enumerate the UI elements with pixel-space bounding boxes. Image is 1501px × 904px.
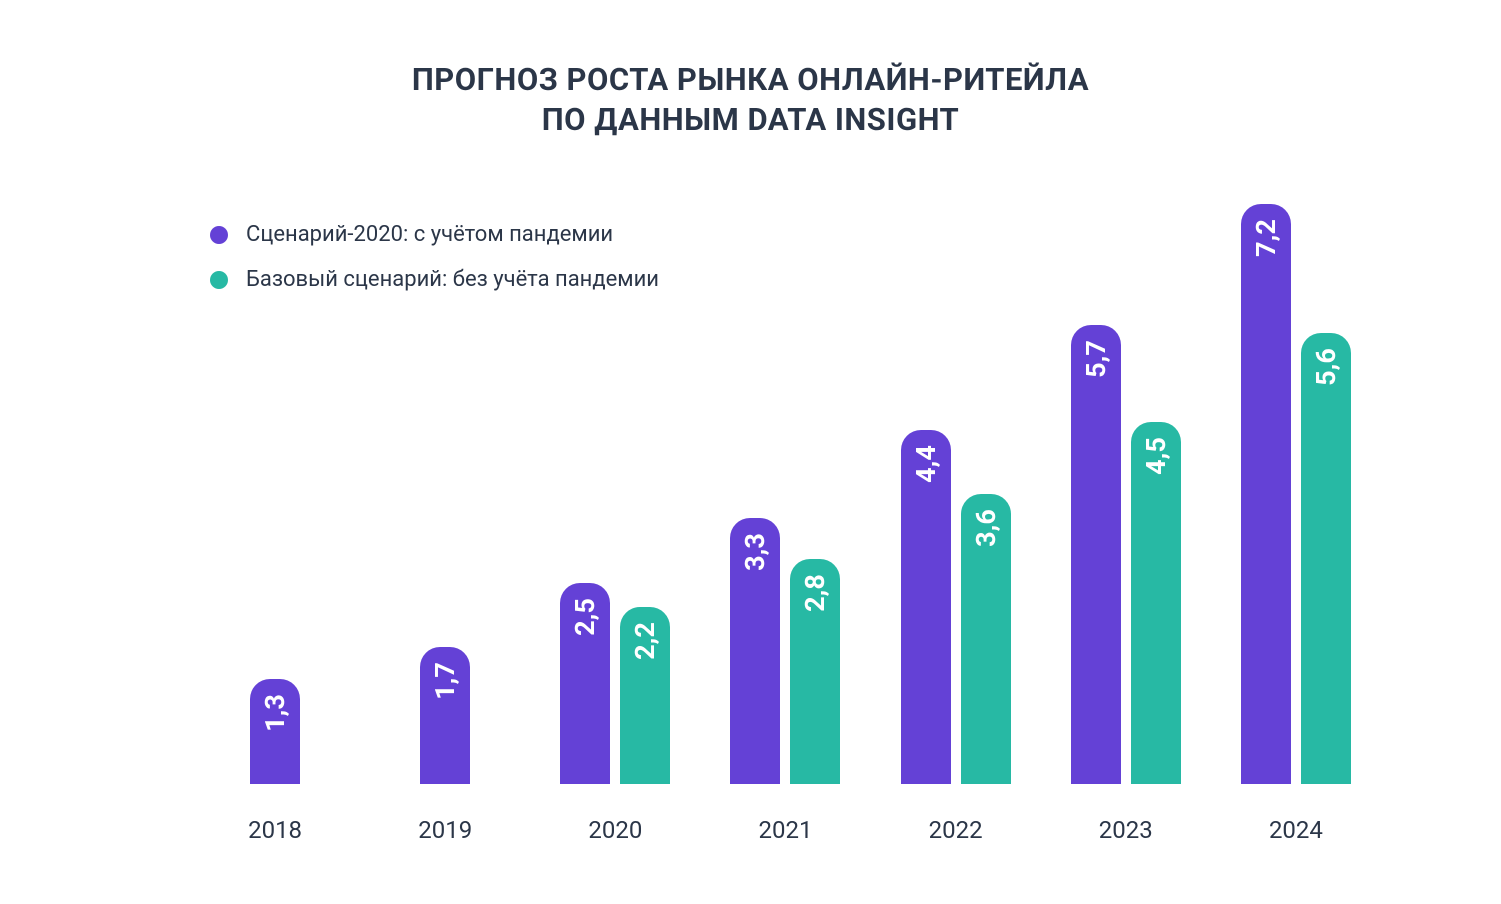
- bar-value-label: 5,6: [1310, 348, 1342, 386]
- x-tick: 2018: [190, 816, 360, 844]
- bar-base: 2,8: [790, 559, 840, 784]
- plot-area: 1,3 1,7 2,5 2,2 3,3 2,8 4,4 3,6 5,7 4,5 7,2 5,6: [190, 180, 1381, 784]
- year-group: 1,7: [360, 180, 530, 784]
- bars-row: 1,3 1,7 2,5 2,2 3,3 2,8 4,4 3,6 5,7 4,5 7,2 5,6: [190, 180, 1381, 784]
- chart-title: ПРОГНОЗ РОСТА РЫНКА ОНЛАЙН-РИТЕЙЛА ПО ДА…: [100, 60, 1401, 141]
- bar-value-label: 1,7: [429, 662, 461, 700]
- bar-base: 2,2: [620, 607, 670, 784]
- bar-value-label: 1,3: [259, 694, 291, 732]
- x-tick: 2022: [871, 816, 1041, 844]
- x-axis: 2018201920202021202220232024: [190, 816, 1381, 844]
- bar-value-label: 7,2: [1250, 219, 1282, 257]
- year-group: 3,3 2,8: [700, 180, 870, 784]
- x-tick: 2021: [700, 816, 870, 844]
- bar-value-label: 4,5: [1140, 437, 1172, 475]
- bar-pandemic: 1,7: [420, 647, 470, 784]
- title-line-2: ПО ДАННЫМ DATA INSIGHT: [542, 101, 960, 138]
- bar-value-label: 3,3: [739, 533, 771, 571]
- x-tick: 2020: [530, 816, 700, 844]
- bar-value-label: 2,2: [629, 622, 661, 660]
- bar-pandemic: 3,3: [730, 518, 780, 784]
- bar-value-label: 3,6: [970, 509, 1002, 547]
- chart-container: ПРОГНОЗ РОСТА РЫНКА ОНЛАЙН-РИТЕЙЛА ПО ДА…: [0, 0, 1501, 904]
- year-group: 4,4 3,6: [871, 180, 1041, 784]
- bar-pandemic: 5,7: [1071, 325, 1121, 784]
- x-tick: 2023: [1041, 816, 1211, 844]
- title-line-1: ПРОГНОЗ РОСТА РЫНКА ОНЛАЙН-РИТЕЙЛА: [412, 61, 1089, 98]
- year-group: 2,5 2,2: [530, 180, 700, 784]
- bar-value-label: 5,7: [1080, 340, 1112, 378]
- bar-pandemic: 2,5: [560, 583, 610, 784]
- x-tick: 2024: [1211, 816, 1381, 844]
- bar-base: 5,6: [1301, 333, 1351, 784]
- year-group: 1,3: [190, 180, 360, 784]
- bar-value-label: 4,4: [910, 445, 942, 483]
- bar-pandemic: 7,2: [1241, 204, 1291, 784]
- x-tick: 2019: [360, 816, 530, 844]
- bar-base: 4,5: [1131, 422, 1181, 784]
- bar-value-label: 2,5: [569, 598, 601, 636]
- bar-pandemic: 4,4: [901, 430, 951, 784]
- bar-pandemic: 1,3: [250, 679, 300, 784]
- year-group: 5,7 4,5: [1041, 180, 1211, 784]
- bar-value-label: 2,8: [799, 574, 831, 612]
- year-group: 7,2 5,6: [1211, 180, 1381, 784]
- bar-base: 3,6: [961, 494, 1011, 784]
